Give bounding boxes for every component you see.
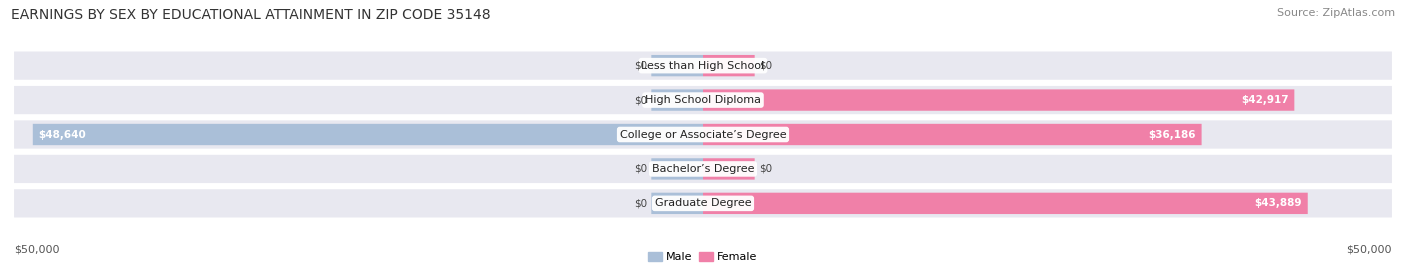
FancyBboxPatch shape: [703, 158, 755, 180]
Text: $50,000: $50,000: [14, 245, 59, 255]
FancyBboxPatch shape: [14, 155, 1392, 183]
FancyBboxPatch shape: [14, 189, 1392, 217]
FancyBboxPatch shape: [651, 193, 703, 214]
FancyBboxPatch shape: [703, 89, 1295, 111]
Text: $42,917: $42,917: [1241, 95, 1289, 105]
FancyBboxPatch shape: [651, 158, 703, 180]
Text: Graduate Degree: Graduate Degree: [655, 198, 751, 208]
Text: $0: $0: [759, 61, 772, 71]
Text: $0: $0: [634, 198, 647, 208]
Legend: Male, Female: Male, Female: [644, 247, 762, 267]
FancyBboxPatch shape: [703, 193, 1308, 214]
Text: $0: $0: [759, 164, 772, 174]
Text: $0: $0: [634, 95, 647, 105]
Text: $36,186: $36,186: [1149, 129, 1197, 140]
Text: $0: $0: [634, 164, 647, 174]
FancyBboxPatch shape: [651, 89, 703, 111]
Text: Source: ZipAtlas.com: Source: ZipAtlas.com: [1277, 8, 1395, 18]
Text: $50,000: $50,000: [1347, 245, 1392, 255]
FancyBboxPatch shape: [14, 86, 1392, 114]
FancyBboxPatch shape: [703, 55, 755, 76]
Text: $48,640: $48,640: [38, 129, 86, 140]
Text: High School Diploma: High School Diploma: [645, 95, 761, 105]
FancyBboxPatch shape: [14, 52, 1392, 80]
Text: $43,889: $43,889: [1254, 198, 1302, 208]
Text: Bachelor’s Degree: Bachelor’s Degree: [652, 164, 754, 174]
Text: $0: $0: [634, 61, 647, 71]
Text: College or Associate’s Degree: College or Associate’s Degree: [620, 129, 786, 140]
FancyBboxPatch shape: [32, 124, 703, 145]
Text: Less than High School: Less than High School: [641, 61, 765, 71]
FancyBboxPatch shape: [14, 121, 1392, 148]
FancyBboxPatch shape: [703, 124, 1202, 145]
FancyBboxPatch shape: [651, 55, 703, 76]
Text: EARNINGS BY SEX BY EDUCATIONAL ATTAINMENT IN ZIP CODE 35148: EARNINGS BY SEX BY EDUCATIONAL ATTAINMEN…: [11, 8, 491, 22]
